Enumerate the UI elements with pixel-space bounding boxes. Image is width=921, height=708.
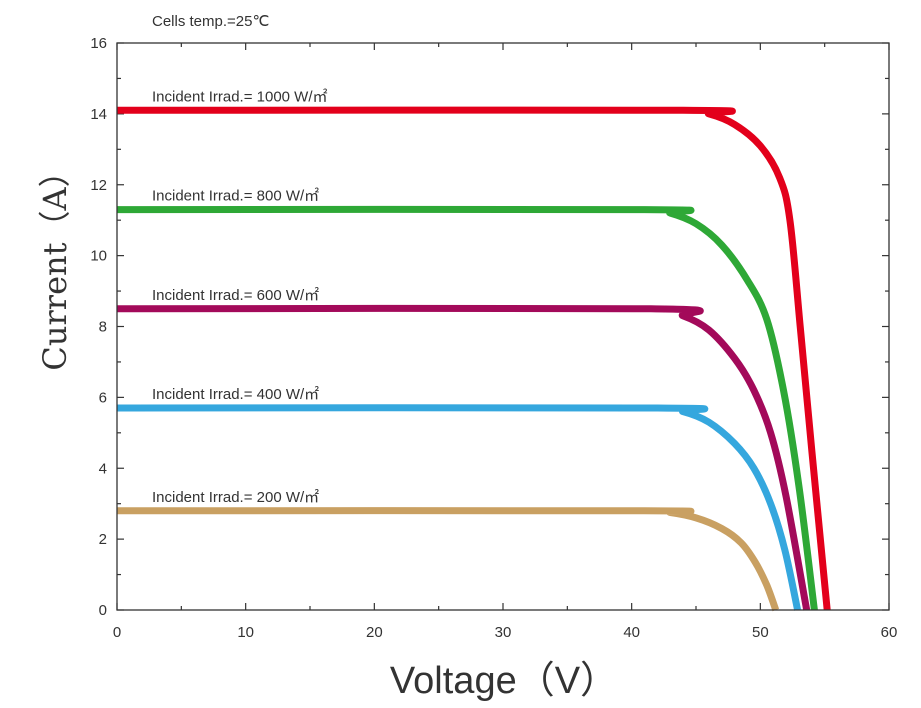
plot-frame [116, 42, 890, 611]
series-line-5 [116, 507, 780, 612]
series-line-2 [116, 205, 818, 611]
x-tick-label: 60 [881, 624, 898, 641]
y-tick-label: 6 [99, 389, 107, 406]
series-label-2: Incident Irrad.= 800 W/㎡ [152, 188, 319, 205]
x-tick-label: 30 [495, 624, 512, 641]
series-line-3 [116, 304, 811, 611]
y-tick-label: 10 [90, 248, 107, 265]
x-axis-label: Voltage（V） [390, 660, 618, 702]
axis-ticks [116, 42, 890, 611]
cells-temp-annotation: Cells temp.=25℃ [152, 13, 269, 30]
x-tick-label: 0 [113, 624, 121, 641]
series-label-3: Incident Irrad.= 600 W/㎡ [152, 287, 319, 304]
series-lines [116, 106, 831, 612]
y-tick-label: 14 [90, 106, 107, 123]
series-label-1: Incident Irrad.= 1000 W/㎡ [152, 88, 328, 105]
x-tick-label: 10 [237, 624, 254, 641]
series-labels: Incident Irrad.= 1000 W/㎡ Incident Irrad.… [152, 88, 328, 505]
series-line-4 [116, 404, 802, 611]
x-tick-label: 50 [752, 624, 769, 641]
series-line-1 [116, 106, 831, 611]
y-tick-label: 16 [90, 35, 107, 52]
series-label-4: Incident Irrad.= 400 W/㎡ [152, 386, 319, 403]
y-tick-label: 0 [99, 602, 107, 619]
y-tick-label: 12 [90, 177, 107, 194]
y-tick-label: 8 [99, 319, 107, 336]
y-tick-label: 2 [99, 531, 107, 548]
x-tick-label: 40 [623, 624, 640, 641]
series-label-5: Incident Irrad.= 200 W/㎡ [152, 489, 319, 506]
tick-labels: 0 10 20 30 40 50 60 0 2 4 6 8 10 12 14 16 [90, 35, 897, 641]
x-tick-label: 20 [366, 624, 383, 641]
y-tick-label: 4 [99, 460, 107, 477]
y-axis-label: Current（A） [36, 155, 74, 370]
